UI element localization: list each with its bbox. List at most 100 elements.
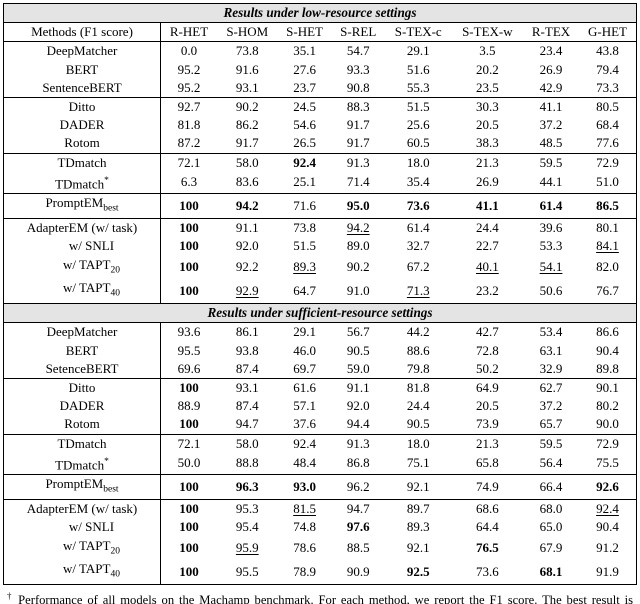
column-header: S-TEX-c	[384, 22, 452, 43]
score-cell: 91.7	[331, 134, 385, 154]
score-cell: 69.7	[277, 359, 332, 379]
score-cell: 66.4	[523, 474, 579, 501]
score-value: 86.6	[596, 324, 619, 340]
score-value: 90.5	[346, 342, 370, 358]
score-value: 74.9	[475, 479, 499, 495]
score-value: 32.9	[539, 360, 563, 376]
score-cell: 61.4	[523, 193, 579, 220]
score-value: 82.0	[596, 259, 619, 275]
score-cell: 48.4	[277, 452, 332, 476]
score-value: 83.6	[235, 174, 259, 190]
score-cell: 20.5	[452, 397, 523, 415]
score-cell: 75.1	[384, 452, 452, 476]
score-value: 25.1	[293, 174, 316, 190]
score-cell: 92.2	[217, 256, 277, 280]
score-value: 81.5	[293, 501, 316, 517]
score-value: 55.3	[406, 79, 430, 95]
score-value: 76.5	[475, 540, 499, 556]
table-row: Ditto 92.7 90.2 24.5 88.3 51.5 30.3 41.1 80.5	[3, 97, 637, 117]
score-cell: 65.8	[451, 452, 524, 476]
score-cell: 89.3	[278, 256, 332, 280]
score-value: 93.1	[235, 79, 259, 95]
score-value: 90.2	[346, 259, 370, 275]
method-label: Rotom	[64, 135, 100, 151]
score-value: 92.6	[596, 479, 619, 495]
score-cell: 90.8	[331, 78, 385, 99]
score-cell: 82.0	[579, 256, 637, 280]
table-row: TDmatch 72.1 58.0 92.4 91.3 18.0 21.3 59.5 72.9	[3, 434, 637, 453]
score-cell: 73.9	[451, 415, 524, 435]
score-value: 25.6	[406, 117, 430, 133]
score-value: 23.4	[539, 43, 563, 59]
score-value: 79.4	[596, 61, 619, 77]
score-cell: 41.1	[451, 193, 524, 220]
score-value: 22.7	[475, 238, 499, 254]
score-value: 51.6	[406, 61, 430, 77]
method-cell: Rotom	[3, 134, 161, 154]
score-cell: 100	[161, 256, 218, 280]
score-value: 69.6	[177, 360, 201, 376]
score-cell: 23.2	[451, 279, 524, 305]
score-cell: 74.9	[451, 474, 524, 501]
score-cell: 97.6	[332, 518, 385, 536]
score-cell: 79.4	[579, 61, 637, 79]
score-cell: 81.8	[385, 378, 452, 397]
score-cell: 76.5	[452, 537, 523, 561]
method-label: w/ TAPT	[63, 537, 111, 553]
score-cell: 59.5	[523, 153, 579, 172]
score-value: 21.3	[475, 435, 499, 451]
method-cell: w/ TAPT40	[3, 279, 161, 305]
score-value: 68.0	[539, 501, 563, 517]
score-cell: 26.5	[277, 134, 332, 154]
score-value: 59.0	[346, 360, 370, 376]
score-value: 91.7	[346, 135, 370, 151]
score-value: 39.6	[539, 220, 563, 236]
score-cell: 93.1	[217, 78, 278, 99]
score-value: 92.4	[596, 501, 619, 517]
score-value: 63.1	[539, 342, 563, 358]
score-value: 59.5	[539, 154, 563, 170]
score-value: 54.6	[293, 117, 316, 133]
score-cell: 78.6	[278, 537, 332, 561]
score-value: 92.4	[293, 435, 316, 451]
table-row: Rotom 100 94.7 37.6 94.4 90.5 73.9 65.7 90.0	[3, 415, 637, 435]
score-cell: 94.7	[332, 500, 385, 519]
score-value: 86.8	[346, 455, 370, 471]
table-footnote: † Performance of all models on the Macha…	[3, 585, 637, 604]
score-value: 48.4	[293, 455, 316, 471]
footnote-dagger-marker: †	[7, 591, 14, 602]
method-cell: BERT	[3, 341, 161, 360]
score-cell: 41.1	[523, 98, 579, 117]
score-cell: 27.6	[278, 61, 332, 79]
header-row: Methods (F1 score) R-HET S-HOM S-HET S-REL S-…	[3, 22, 637, 43]
score-value: 73.6	[475, 564, 499, 580]
results-table: Results under low-resource settings Metho…	[3, 2, 637, 586]
score-cell: 80.2	[579, 397, 637, 415]
score-value: 73.3	[596, 79, 619, 95]
score-cell: 74.8	[278, 518, 332, 536]
score-value: 50.6	[539, 283, 563, 299]
score-cell: 67.2	[385, 256, 452, 280]
score-value: 100	[179, 519, 199, 535]
table-row: BERT 95.2 91.6 27.6 93.3 51.6 20.2 26.9 79.4	[3, 60, 637, 79]
score-value: 94.4	[346, 416, 370, 432]
score-value: 100	[179, 416, 199, 432]
score-cell: 100	[160, 474, 218, 501]
score-value: 23.7	[293, 79, 316, 95]
method-cell: DADER	[3, 116, 161, 135]
score-cell: 43.8	[579, 42, 637, 61]
method-superscript: *	[104, 175, 109, 186]
score-cell: 23.5	[451, 78, 524, 99]
score-value: 95.4	[235, 519, 259, 535]
score-cell: 92.0	[217, 237, 277, 255]
score-value: 86.5	[596, 198, 619, 214]
method-label: w/ SNLI	[68, 238, 115, 254]
score-value: 73.8	[235, 43, 259, 59]
score-cell: 54.7	[332, 42, 385, 61]
score-cell: 67.9	[523, 537, 579, 561]
score-value: 100	[179, 283, 199, 299]
score-value: 35.4	[406, 174, 430, 190]
score-cell: 55.3	[384, 78, 452, 99]
score-cell: 100	[161, 237, 218, 255]
score-value: 26.9	[539, 61, 563, 77]
